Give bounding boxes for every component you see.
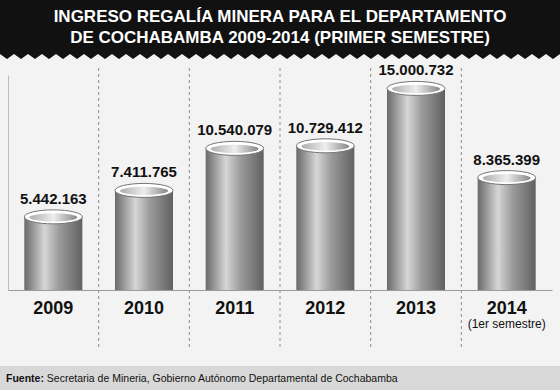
y-axis-line: [8, 76, 9, 291]
x-tick-label: 2013: [396, 298, 436, 318]
bar-cap-inner: [392, 85, 440, 93]
data-labels: 5.442.163 7.411.765 10.540.079 10.729.412 15…: [20, 61, 540, 206]
bar-cap-inner: [301, 142, 349, 150]
title-line: DE COCHABAMBA 2009-2014 (PRIMER SEMESTRE…: [70, 28, 490, 47]
bar: [115, 190, 173, 290]
separator: [370, 68, 371, 350]
source-text: Secretaria de Mineria, Gobierno Autónomo…: [44, 372, 398, 384]
x-tick: 2011: [215, 298, 254, 318]
data-label: 15.000.732: [378, 61, 453, 78]
x-tick-label-line: 2009: [33, 298, 73, 318]
bar-group: [296, 139, 354, 290]
bar-cap-inner: [29, 213, 77, 221]
x-tick-label-line: 2014: [487, 298, 527, 318]
bar-cap-inner: [120, 187, 168, 195]
data-label: 10.540.079: [197, 121, 272, 138]
x-tick-label: 2011: [215, 298, 254, 318]
bar: [387, 88, 445, 290]
x-tick: 2013: [396, 298, 436, 318]
chart-container: INGRESO REGALÍA MINERA PARA EL DEPARTAME…: [0, 0, 560, 390]
bar: [24, 217, 82, 290]
bar: [478, 178, 536, 290]
bar-group: [387, 81, 445, 290]
data-label: 7.411.765: [111, 163, 177, 180]
footer-band: [0, 366, 560, 390]
separator: [98, 68, 99, 350]
data-label: 5.442.163: [20, 190, 87, 207]
bar-cap: [296, 139, 354, 153]
bar-cap: [115, 183, 173, 197]
separator: [280, 68, 281, 350]
bar-cap: [478, 171, 536, 185]
x-tick: 2009: [33, 298, 73, 318]
separator: [189, 68, 190, 350]
chart-title: INGRESO REGALÍA MINERA PARA EL DEPARTAME…: [54, 7, 507, 47]
bars: [24, 81, 535, 290]
title-banner: [0, 0, 560, 59]
x-tick-label: 2014(1er semestre): [468, 298, 546, 331]
x-tick-label-line: (1er semestre): [468, 317, 546, 331]
x-tick-label: 2010: [124, 298, 164, 318]
bar-cap-inner: [483, 174, 531, 182]
bar-cap: [206, 141, 264, 155]
bar-group: [206, 141, 264, 290]
source-note: Fuente: Secretaria de Mineria, Gobierno …: [6, 372, 398, 384]
y-axis: [8, 76, 9, 291]
data-label: 10.729.412: [288, 119, 363, 136]
source-prefix: Fuente:: [6, 372, 44, 384]
separator: [461, 68, 462, 350]
x-tick-label: 2012: [305, 298, 345, 318]
x-tick-label-line: 2011: [215, 298, 254, 318]
bar-cap-inner: [211, 145, 259, 153]
chart-svg: INGRESO REGALÍA MINERA PARA EL DEPARTAME…: [0, 0, 560, 390]
x-tick: 2012: [305, 298, 345, 318]
bar-cap: [24, 210, 82, 224]
x-axis: 2009 2010 2011 2012 2013 2014(1er semestre): [9, 291, 553, 331]
x-tick-label-line: 2010: [124, 298, 164, 318]
background: [0, 0, 560, 390]
bar-cap: [387, 81, 445, 95]
bar: [296, 146, 354, 290]
x-tick: 2014(1er semestre): [468, 298, 546, 331]
x-tick-label-line: 2012: [305, 298, 345, 318]
bar: [206, 148, 264, 290]
bar-group: [478, 171, 536, 290]
bar-group: [115, 183, 173, 290]
x-tick-label-line: 2013: [396, 298, 436, 318]
title-line: INGRESO REGALÍA MINERA PARA EL DEPARTAME…: [54, 7, 507, 26]
x-axis-line: [9, 290, 553, 291]
x-tick-label: 2009: [33, 298, 73, 318]
data-label: 8.365.399: [473, 151, 540, 168]
x-tick: 2010: [124, 298, 164, 318]
bar-group: [24, 210, 82, 290]
